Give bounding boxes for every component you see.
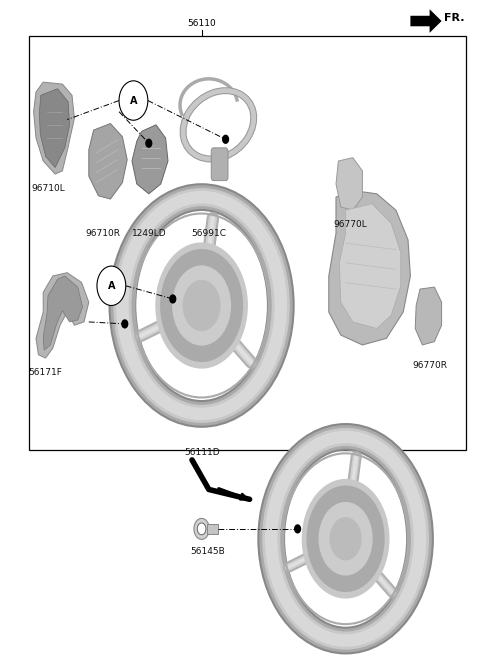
FancyBboxPatch shape bbox=[207, 524, 218, 534]
Text: 56110: 56110 bbox=[187, 18, 216, 28]
Circle shape bbox=[146, 139, 152, 147]
Polygon shape bbox=[43, 276, 83, 350]
Text: 96770L: 96770L bbox=[334, 220, 367, 229]
Circle shape bbox=[183, 281, 220, 330]
Polygon shape bbox=[329, 191, 410, 345]
Text: FR.: FR. bbox=[444, 12, 465, 23]
Text: A: A bbox=[108, 281, 115, 291]
Polygon shape bbox=[39, 89, 70, 168]
Circle shape bbox=[319, 503, 372, 575]
Polygon shape bbox=[34, 82, 74, 174]
Circle shape bbox=[156, 243, 247, 368]
Circle shape bbox=[302, 480, 389, 598]
Circle shape bbox=[330, 518, 361, 560]
Circle shape bbox=[295, 525, 300, 533]
Text: 56145B: 56145B bbox=[190, 547, 225, 556]
Polygon shape bbox=[336, 158, 362, 210]
Text: 96710R: 96710R bbox=[86, 229, 120, 238]
Circle shape bbox=[97, 266, 126, 306]
Circle shape bbox=[170, 295, 176, 303]
Text: 1249LD: 1249LD bbox=[132, 229, 166, 238]
Circle shape bbox=[194, 518, 209, 539]
Circle shape bbox=[119, 81, 148, 120]
Circle shape bbox=[197, 523, 206, 535]
Circle shape bbox=[161, 250, 242, 361]
FancyBboxPatch shape bbox=[211, 148, 228, 181]
Circle shape bbox=[223, 135, 228, 143]
Text: 56171F: 56171F bbox=[29, 368, 62, 377]
Polygon shape bbox=[89, 124, 127, 199]
Polygon shape bbox=[410, 9, 442, 33]
Polygon shape bbox=[339, 204, 401, 328]
Text: 56111D: 56111D bbox=[184, 448, 219, 457]
Bar bbox=[29, 36, 466, 450]
Text: 96710L: 96710L bbox=[31, 184, 65, 193]
Text: 96770R: 96770R bbox=[412, 361, 447, 371]
Polygon shape bbox=[415, 287, 442, 345]
Circle shape bbox=[122, 320, 128, 328]
Polygon shape bbox=[132, 125, 168, 194]
Circle shape bbox=[307, 486, 384, 591]
Polygon shape bbox=[36, 273, 89, 358]
Text: A: A bbox=[130, 95, 137, 106]
Text: 56991C: 56991C bbox=[192, 229, 226, 238]
Circle shape bbox=[173, 266, 230, 345]
